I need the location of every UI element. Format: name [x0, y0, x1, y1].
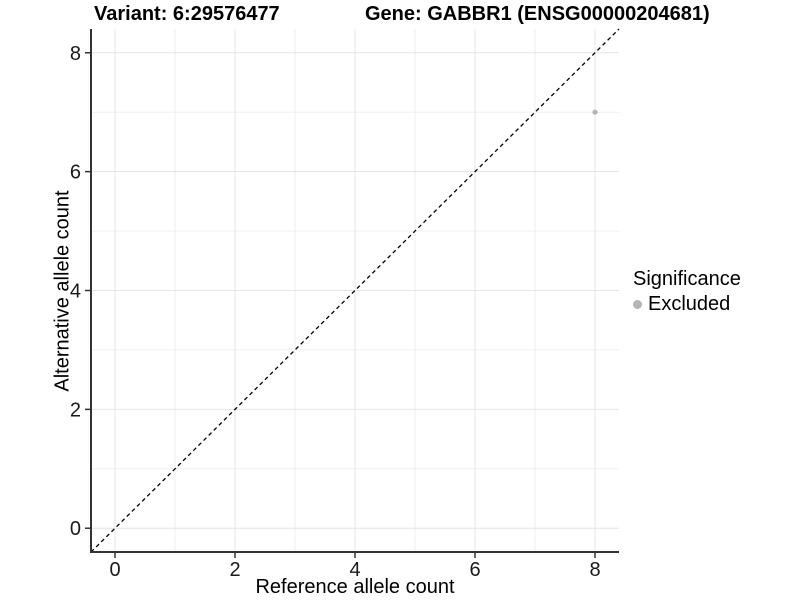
x-tick-label: 8	[589, 559, 600, 581]
y-tick-label: 8	[70, 43, 81, 65]
x-tick-label: 4	[349, 559, 360, 581]
legend-title: Significance	[633, 268, 741, 290]
legend-entry-excluded: Excluded	[633, 293, 741, 315]
x-tick-label: 2	[229, 559, 240, 581]
y-tick-label: 4	[70, 281, 81, 303]
y-tick-label: 6	[70, 162, 81, 184]
x-axis-title: Reference allele count	[255, 576, 455, 598]
variant-title: Variant: 6:29576477	[94, 3, 280, 25]
y-tick-label: 0	[70, 518, 81, 540]
y-tick-label: 2	[70, 399, 81, 421]
gene-title: Gene: GABBR1 (ENSG00000204681)	[365, 3, 710, 25]
identity-dashed-line	[90, 28, 620, 553]
x-tick-label: 6	[469, 559, 480, 581]
legend-point-icon	[633, 299, 642, 309]
x-tick-label: 0	[109, 559, 120, 581]
y-axis-title: Alternative allele count	[51, 190, 74, 392]
data-point	[592, 109, 598, 115]
legend-entry-label: Excluded	[648, 292, 731, 315]
legend: Significance Excluded	[633, 268, 741, 315]
